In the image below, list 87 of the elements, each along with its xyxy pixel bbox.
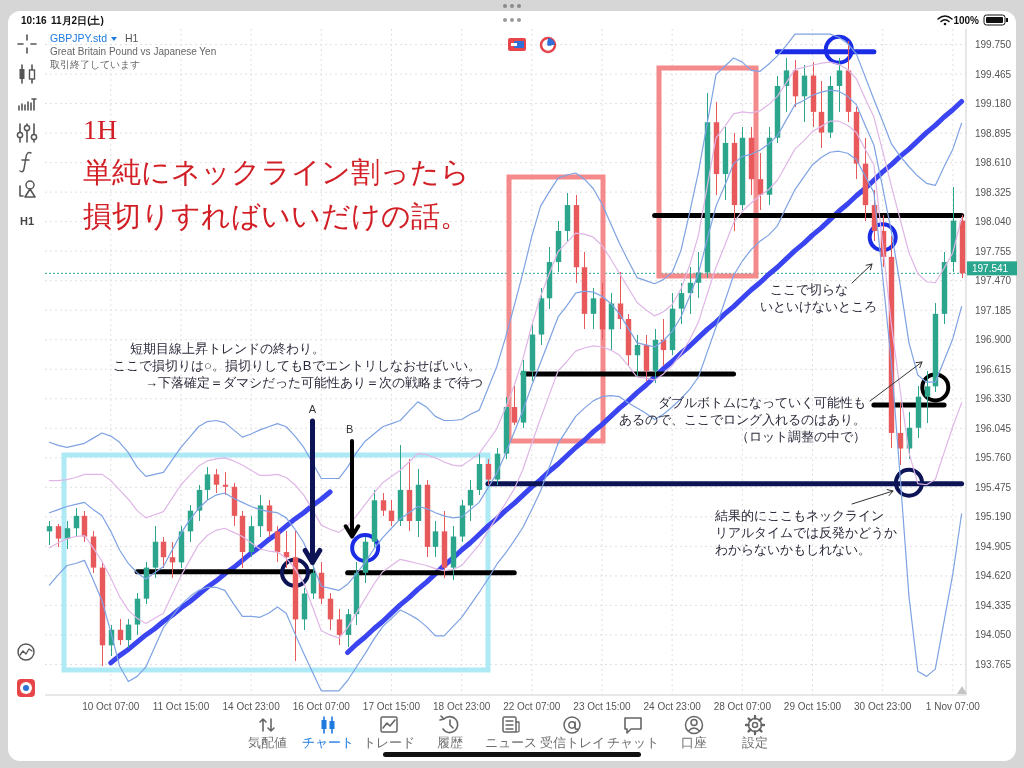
annotation: 単純にネックライン割ったら [83,156,470,188]
y-tick-label: 195.190 [975,511,1012,523]
x-tick-label: 1 Nov 07:00 [925,701,981,712]
text: H1 [19,215,35,227]
text: 受信トレイ [539,735,605,750]
text: 口座 [681,735,707,750]
candlestick [590,287,597,330]
x-tick-label: 29 Oct 15:00 [783,701,842,712]
y-tick-label: 196.330 [975,393,1012,405]
annotation: 結果的にここもネックライン [714,508,884,523]
annotation: 損切りすればいいだけの話。 [83,200,469,232]
x-tick-label: 18 Oct 23:00 [433,701,491,712]
y-tick-label: 195.760 [975,452,1012,464]
y-tick-label: 199.465 [975,68,1012,80]
y-tick-label: 199.180 [975,98,1012,110]
candlestick [222,471,229,496]
candlestick [757,152,764,211]
annotation: 1H [83,114,118,145]
y-tick-label: 195.475 [975,481,1012,493]
y-tick-label: 199.750 [975,39,1012,51]
text: 気配値 [247,735,287,750]
candlestick [336,608,343,646]
candlestick [924,370,931,424]
annotation: ここで損切りは○。損切りしてもBでエントリしなおせばいい。 [113,358,481,373]
y-tick-label: 194.335 [975,599,1012,611]
text: 履歴 [437,735,463,750]
x-tick-label: 10 Oct 07:00 [82,701,140,712]
x-tick-label: 24 Oct 23:00 [643,701,702,712]
x-tick-label: 17 Oct 15:00 [362,701,421,712]
y-tick-label: 197.755 [975,245,1012,257]
candlestick [204,466,211,501]
chart-title: GBPJPY.std [50,32,108,44]
text: 11月2日(土) [51,15,104,26]
text: ニュース [485,735,537,750]
line-series [48,33,963,480]
point [893,467,924,498]
x-tick-label: 28 Oct 07:00 [713,701,772,712]
ref-line-label: 197.541 [972,262,1009,274]
y-tick-label: 198.325 [975,186,1012,198]
candlestick [432,520,439,558]
annotation: ダブルボトムになっていく可能性も [658,395,866,410]
y-tick-label: 194.050 [975,629,1012,641]
annotation: （ロット調整の中で） [736,429,866,444]
candlestick [485,458,492,486]
x-tick-label: 22 Oct 07:00 [503,701,561,712]
x-tick-label: 30 Oct 23:00 [854,701,912,712]
y-tick-label: 198.895 [975,127,1012,139]
y-tick-label: 196.045 [975,422,1012,434]
annotation: A [308,403,317,415]
text: Great Britain Pound vs Japanese Yen [50,46,217,57]
annotation: H1 [125,32,139,44]
annotation: 取引終了しています [50,59,140,70]
x-tick-label: 16 Oct 07:00 [292,701,351,712]
text: チャット [607,735,659,750]
text: チャート [302,735,354,750]
y-tick-label: 194.620 [975,570,1012,582]
x-tick-label: 11 Oct 15:00 [152,701,210,712]
y-tick-label: 198.610 [975,157,1012,169]
annotation: リアルタイムでは反発かどうか [715,525,897,540]
text: 設定 [742,735,768,750]
candlestick [274,525,281,564]
y-tick-label: 197.470 [975,275,1012,287]
x-tick-label: 14 Oct 23:00 [222,701,281,712]
annotation: B [346,423,354,435]
point [823,34,854,65]
x-tick-label: 23 Oct 15:00 [573,701,632,712]
candlestick [511,385,518,426]
annotation: 短期目線上昇トレンドの終わり。 [130,341,325,356]
candlestick [836,57,843,113]
annotation: ここで切らな [770,282,848,297]
y-tick-label: 197.185 [975,304,1012,316]
annotation: わからないかもしれない。 [715,542,871,557]
candlestick [678,282,685,325]
text: 100% [953,15,980,26]
candlestick [213,468,220,494]
candlestick [55,523,62,548]
annotation: いといけないところ [760,299,877,314]
annotation: あるので、ここでロング入れるのはあり。 [619,412,866,427]
text: 10:16 [21,15,48,26]
y-tick-label: 196.615 [975,363,1012,375]
candlestick [380,492,387,517]
y-tick-label: 198.040 [975,216,1012,228]
y-tick-label: 193.765 [975,658,1012,670]
y-tick-label: 194.905 [975,540,1012,552]
text: トレード [363,735,415,750]
y-tick-label: 196.900 [975,334,1012,346]
annotation: →下落確定＝ダマシだった可能性あり＝次の戦略まで待つ [145,375,483,390]
